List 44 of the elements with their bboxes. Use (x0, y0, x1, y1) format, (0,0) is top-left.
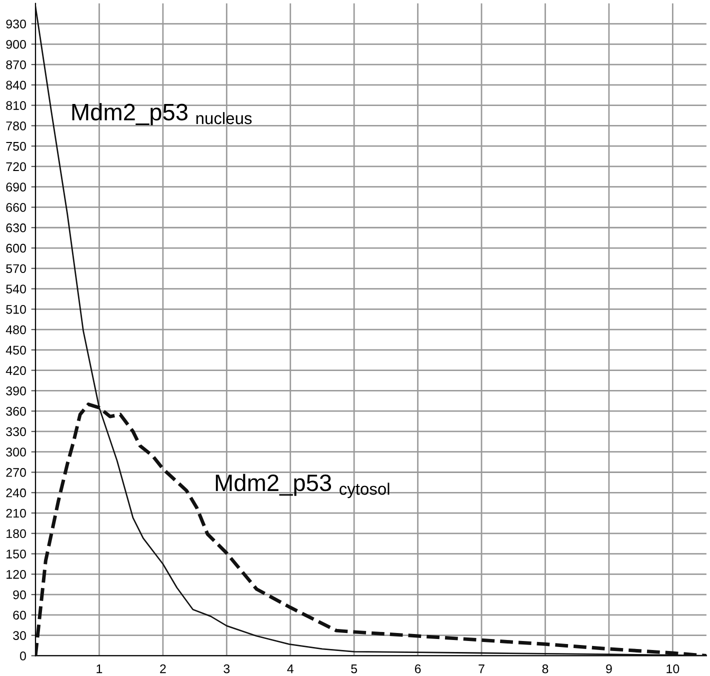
x-tick-label: 1 (96, 664, 102, 674)
y-tick-label: 630 (6, 223, 26, 232)
y-tick-label: 690 (6, 182, 26, 192)
x-tick-label: 3 (224, 664, 230, 674)
y-tick-label: 480 (6, 325, 26, 334)
y-tick-label: 390 (6, 386, 26, 396)
y-tick-label: 0 (20, 652, 26, 660)
y-tick-label: 240 (6, 488, 26, 498)
y-tick-label: 120 (6, 570, 26, 579)
y-tick-label: 180 (6, 529, 26, 538)
x-tick-label: 7 (478, 664, 484, 674)
annotation: Mdm2_p53 $_{nucleus}$ (72, 103, 252, 126)
y-tick-label: 270 (6, 468, 26, 477)
y-tick-label: 330 (6, 427, 26, 436)
x-tick-label: 8 (542, 664, 548, 674)
y-tick-label: 720 (6, 162, 26, 172)
y-tick-label: 300 (6, 448, 26, 457)
y-tick-label: 750 (6, 142, 26, 151)
y-tick-label: 210 (6, 508, 26, 518)
y-tick-label: 540 (6, 284, 26, 294)
y-tick-label: 150 (6, 550, 26, 558)
y-tick-label: 600 (6, 244, 26, 253)
y-tick-label: 570 (6, 264, 26, 274)
y-tick-label: 810 (6, 101, 26, 110)
x-tick-label: 4 (287, 664, 294, 674)
x-tick-label: 9 (606, 664, 612, 674)
y-tick-label: 360 (6, 406, 26, 416)
y-tick-label: 60 (13, 610, 26, 620)
x-tick-label: 2 (160, 664, 166, 674)
y-tick-label: 90 (13, 590, 26, 600)
annotation: Mdm2_p53 $_{cytosol}$ (216, 474, 390, 498)
y-tick-label: 450 (6, 346, 26, 355)
y-tick-label: 780 (6, 121, 26, 130)
y-tick-label: 900 (6, 40, 26, 49)
y-tick-label: 510 (6, 304, 26, 314)
x-tick-label: 6 (414, 664, 421, 674)
y-tick-label: 870 (6, 60, 26, 70)
x-tick-label: 10 (666, 664, 680, 674)
y-tick-label: 660 (6, 203, 26, 212)
x-tick-label: 5 (351, 664, 358, 674)
y-tick-label: 30 (13, 631, 26, 640)
y-tick-label: 930 (6, 20, 26, 28)
y-tick-label: 840 (6, 80, 26, 90)
y-tick-label: 420 (6, 366, 26, 375)
